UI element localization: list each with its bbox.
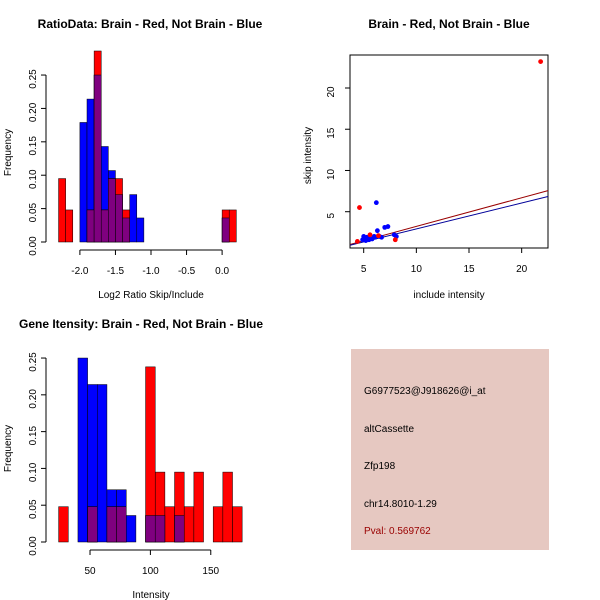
ratio-y-tick-label: 0.10 [28,169,39,189]
scatter-x-tick-label: 20 [516,264,528,275]
intensity-bar-brain [212,506,224,543]
ratio-bar-overlap [108,178,116,243]
gene-name: Zfp198 [364,461,396,472]
ratio-bar-not-brain [136,217,145,243]
scatter-point-brain [357,205,362,210]
scatter-x-tick-label: 5 [361,264,367,275]
scatter-title: Brain - Red, Not Brain - Blue [368,17,530,31]
intensity-y-tick-label: 0.00 [28,536,39,556]
ratio-bar-overlap [115,194,123,243]
scatter-x-tick-label: 10 [411,264,423,275]
ratio-y-tick-label: 0.20 [28,102,39,122]
intensity-y-tick-label: 0.20 [28,389,39,409]
ratio-y-tick-label: 0.25 [28,69,39,89]
intensity-bar-brain [164,506,175,543]
scatter-point-brain [538,59,544,64]
ratio-bar-not-brain [79,122,88,243]
ratio-bar-overlap [221,217,230,243]
scatter-point-not-brain [385,224,391,229]
intensity-bar-brain [193,471,204,543]
intensity-bar-overlap [87,506,98,543]
intensity-bar-brain [183,506,195,543]
intensity-bar-overlap [154,515,166,543]
gene-info-panel: G6977523@J918626@i_at altCassette Zfp198… [351,349,549,550]
intensity-bar-brain [232,506,243,543]
intensity-x-tick-label: 50 [84,566,96,577]
scatter-point-brain [392,237,398,243]
intensity-x-tick-label: 100 [142,566,159,577]
intensity-bar-overlap [145,515,156,543]
intensity-bar-overlap [106,506,117,543]
intensity-y-tick-label: 0.25 [28,352,39,372]
intensity-bar-overlap [116,506,127,543]
scatter-x-axis-label: include intensity [413,290,484,301]
probe-id: G6977523@J918626@i_at [364,386,486,397]
ratio-bar-overlap [93,74,102,243]
p-value: Pval: 0.569762 [364,526,431,537]
intensity-y-axis-label: Frequency [3,425,14,472]
scatter-point-not-brain [374,228,380,234]
ratio-x-tick-label: 0.0 [215,266,229,277]
scatter-point-brain [376,233,381,239]
ratio-bar-brain [65,209,74,243]
intensity-bar-not-brain [97,384,108,543]
ratio-bar-overlap [100,209,109,243]
ratio-x-tick-label: -1.5 [107,266,125,277]
ratio-x-tick-label: -1.0 [142,266,160,277]
intensity-bar-overlap [174,515,185,543]
ratio-x-tick-label: -2.0 [71,266,89,277]
intensity-bar-not-brain [77,357,88,543]
ratio-y-tick-label: 0.00 [28,236,39,256]
ratio-bar-not-brain [129,194,138,243]
intensity-bar-not-brain [125,515,137,543]
scatter-point-brain [354,239,360,244]
ratio-x-tick-label: -0.5 [178,266,196,277]
ratio-y-axis-label: Frequency [3,129,14,176]
scatter-y-axis-label: skip intensity [303,127,314,184]
intensity-y-tick-label: 0.10 [28,462,39,482]
scatter-y-tick-label: 20 [326,86,337,98]
intensity-y-tick-label: 0.05 [28,499,39,519]
scatter-y-tick-label: 15 [326,127,337,139]
ratio-title: RatioData: Brain - Red, Not Brain - Blue [38,17,263,31]
ratio-y-tick-label: 0.05 [28,202,39,222]
scatter-point-not-brain [373,200,379,206]
ratio-x-axis-label: Log2 Ratio Skip/Include [98,290,204,301]
scatter-plot-frame [349,54,549,249]
scatter-y-tick-label: 10 [326,168,337,180]
ratio-bar-brain [228,209,237,243]
intensity-bar-brain [58,506,69,543]
scatter-y-tick-label: 5 [326,212,337,218]
chromosome-location: chr14.8010-1.29 [364,499,437,510]
intensity-y-tick-label: 0.15 [28,425,39,445]
ratio-bar-overlap [86,209,95,243]
scatter-x-tick-label: 15 [463,264,475,275]
intensity-bar-brain [222,471,233,543]
intensity-x-axis-label: Intensity [132,590,169,600]
intensity-x-tick-label: 150 [202,566,219,577]
ratio-bar-overlap [122,217,130,243]
ratio-y-tick-label: 0.15 [28,136,39,156]
intensity-title: Gene Itensity: Brain - Red, Not Brain - … [19,317,263,331]
scatter-point-brain [367,232,373,238]
event-type: altCassette [364,424,415,435]
ratio-bar-brain [58,178,66,243]
